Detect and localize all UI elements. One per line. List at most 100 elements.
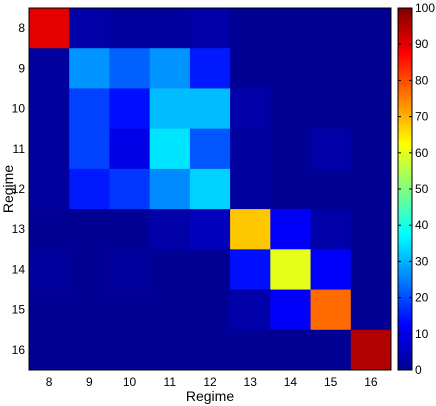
- heatmap-cell-13-14: [270, 209, 312, 250]
- x-tick-label: 8: [46, 375, 53, 389]
- heatmap-cell-13-12: [189, 209, 231, 250]
- heatmap-cell-15-15: [310, 289, 352, 331]
- heatmap-cell-13-13: [230, 209, 271, 250]
- heatmap-cell-10-10: [109, 88, 151, 130]
- colorbar-tick-label: 30: [415, 254, 429, 268]
- heatmap-cell-14-8: [29, 249, 70, 291]
- x-tick-label: 9: [86, 375, 93, 389]
- colorbar-tick-label: 100: [415, 1, 435, 15]
- heatmap-cell-8-11: [149, 8, 191, 49]
- heatmap-cell-8-10: [109, 8, 151, 49]
- heatmap-cell-11-11: [149, 128, 191, 170]
- heatmap-cell-13-16: [350, 209, 392, 250]
- heatmap-cell-10-15: [310, 88, 352, 130]
- colorbar-tick-label: 90: [415, 37, 429, 51]
- colorbar-tick-label: 70: [415, 110, 429, 124]
- heatmap-cell-16-14: [270, 329, 312, 371]
- heatmap-cell-15-14: [270, 289, 312, 331]
- colorbar-tick-label: 20: [415, 291, 429, 305]
- heatmap-cell-14-11: [149, 249, 191, 291]
- heatmap-cell-8-12: [189, 8, 231, 49]
- heatmap-cell-10-12: [189, 88, 231, 130]
- x-tick-label: 10: [123, 375, 137, 389]
- heatmap-cells: [29, 8, 392, 371]
- heatmap-cell-16-11: [149, 329, 191, 371]
- heatmap-cell-16-15: [310, 329, 352, 371]
- heatmap-cell-10-11: [149, 88, 191, 130]
- y-tick-label: 16: [12, 343, 26, 357]
- heatmap-cell-11-8: [29, 128, 70, 170]
- heatmap-cell-8-15: [310, 8, 352, 49]
- colorbar-tick-label: 50: [415, 182, 429, 196]
- heatmap-cell-16-12: [189, 329, 231, 371]
- heatmap-cell-10-13: [230, 88, 271, 130]
- heatmap-cell-8-16: [350, 8, 392, 49]
- colorbar-tick-label: 80: [415, 73, 429, 87]
- x-tick-label: 11: [164, 375, 177, 389]
- heatmap-cell-10-9: [69, 88, 110, 130]
- heatmap-cell-9-10: [109, 48, 151, 89]
- heatmap-cell-9-14: [270, 48, 312, 89]
- heatmap-cell-11-13: [230, 128, 271, 170]
- heatmap-cell-11-14: [270, 128, 312, 170]
- heatmap-cell-16-13: [230, 329, 271, 371]
- heatmap-cell-12-14: [270, 168, 312, 210]
- x-tick-label: 16: [364, 375, 378, 389]
- heatmap-cell-9-11: [149, 48, 191, 89]
- heatmap-cell-15-11: [149, 289, 191, 331]
- heatmap-cell-11-15: [310, 128, 352, 170]
- heatmap-cell-12-13: [230, 168, 271, 210]
- heatmap-cell-12-9: [69, 168, 110, 210]
- heatmap-cell-15-9: [69, 289, 110, 331]
- colorbar-tick-label: 0: [415, 363, 422, 377]
- heatmap-cell-12-16: [350, 168, 392, 210]
- heatmap-cell-12-15: [310, 168, 352, 210]
- y-tick-label: 13: [12, 222, 26, 236]
- heatmap-cell-8-13: [230, 8, 271, 49]
- heatmap-cell-9-15: [310, 48, 352, 89]
- heatmap-cell-12-10: [109, 168, 151, 210]
- heatmap-cell-13-9: [69, 209, 110, 250]
- heatmap-cell-13-10: [109, 209, 151, 250]
- heatmap-cell-11-10: [109, 128, 151, 170]
- heatmap-cell-9-9: [69, 48, 110, 89]
- heatmap-cell-9-12: [189, 48, 231, 89]
- y-tick-label: 9: [18, 61, 25, 75]
- heatmap-cell-12-8: [29, 168, 70, 210]
- y-tick-label: 12: [12, 182, 26, 196]
- heatmap-cell-11-12: [189, 128, 231, 170]
- y-axis-label: Regime: [0, 165, 16, 213]
- heatmap-cell-14-15: [310, 249, 352, 291]
- heatmap-cell-13-11: [149, 209, 191, 250]
- heatmap-cell-9-16: [350, 48, 392, 89]
- heatmap-cell-14-13: [230, 249, 271, 291]
- heatmap-cell-10-8: [29, 88, 70, 130]
- x-tick-label: 12: [203, 375, 217, 389]
- heatmap-cell-16-8: [29, 329, 70, 371]
- heatmap-cell-16-16: [350, 329, 392, 371]
- plot-frame: [28, 7, 392, 371]
- heatmap-cell-15-10: [109, 289, 151, 331]
- colorbar-tick-label: 40: [415, 218, 429, 232]
- colorbar-tick-label: 10: [415, 327, 429, 341]
- heatmap-cell-13-15: [310, 209, 352, 250]
- heatmap-cell-9-13: [230, 48, 271, 89]
- heatmap-cell-16-10: [109, 329, 151, 371]
- y-tick-label: 10: [12, 102, 26, 116]
- y-tick-label: 14: [12, 262, 26, 276]
- heatmap-cell-15-8: [29, 289, 70, 331]
- x-axis-label: Regime: [186, 388, 234, 404]
- heatmap-cell-12-11: [149, 168, 191, 210]
- x-tick-label: 13: [244, 375, 258, 389]
- heatmap-cell-14-9: [69, 249, 110, 291]
- heatmap-cell-15-13: [230, 289, 271, 331]
- heatmap-cell-10-16: [350, 88, 392, 130]
- y-tick-label: 11: [13, 142, 26, 156]
- heatmap-cell-11-9: [69, 128, 110, 170]
- heatmap-cell-15-12: [189, 289, 231, 331]
- heatmap-cell-14-16: [350, 249, 392, 291]
- y-tick-label: 8: [18, 21, 25, 35]
- heatmap-cell-11-16: [350, 128, 392, 170]
- y-tick-labels: 8 9 10 11 12 13 14 15 16: [12, 21, 26, 357]
